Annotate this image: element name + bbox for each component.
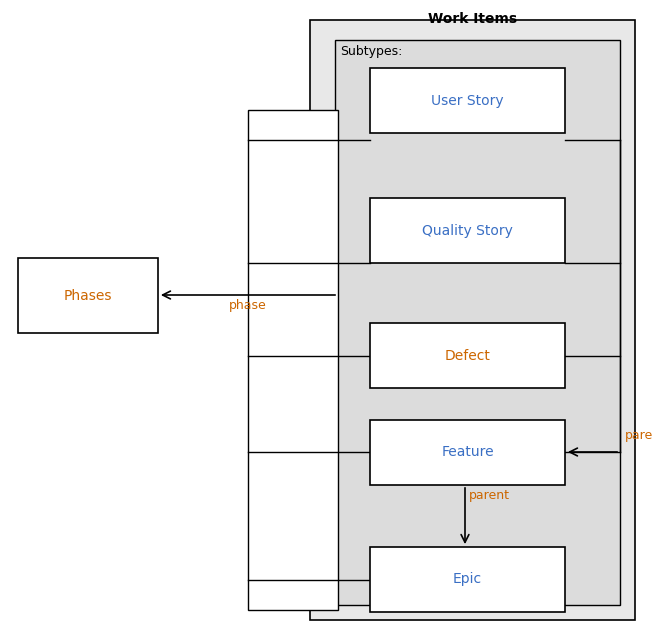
Bar [370,420,565,485]
Text: parent: parent [625,429,652,442]
Text: parent: parent [469,489,510,502]
Text: Quality Story: Quality Story [422,224,513,238]
Bar [335,40,620,605]
Text: Work Items: Work Items [428,12,517,26]
Bar [370,68,565,133]
Text: Feature: Feature [441,445,494,460]
Text: phase: phase [229,299,267,312]
Bar [310,20,635,620]
Text: User Story: User Story [431,94,504,108]
Bar [370,198,565,263]
Text: Phases: Phases [64,288,112,303]
Bar [18,258,158,333]
Bar [370,547,565,612]
Bar [370,323,565,388]
Bar [248,110,338,610]
Text: Defect: Defect [445,349,490,363]
Text: Epic: Epic [453,572,482,587]
Text: Subtypes:: Subtypes: [340,45,402,58]
